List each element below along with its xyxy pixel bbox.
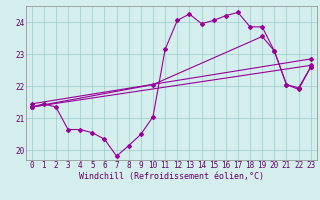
X-axis label: Windchill (Refroidissement éolien,°C): Windchill (Refroidissement éolien,°C) [79,172,264,181]
